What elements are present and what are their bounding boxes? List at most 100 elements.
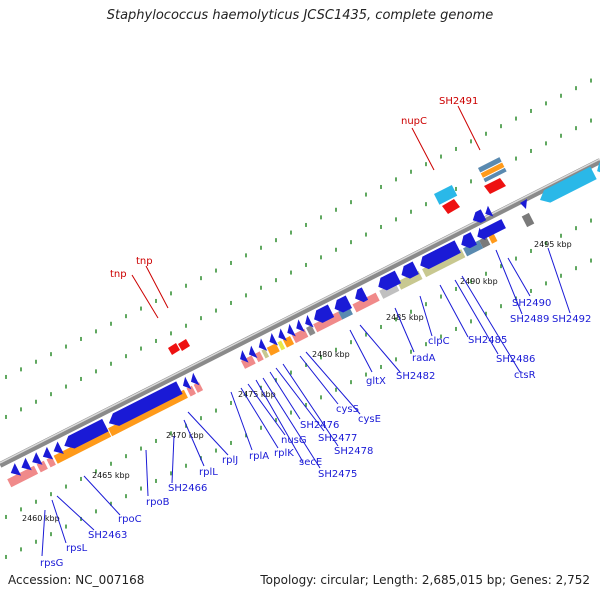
- gene-orange: [266, 343, 280, 356]
- scale-label: 2460 kbp: [22, 514, 60, 523]
- gene-blue: [278, 328, 287, 341]
- gene-blue: [258, 338, 268, 351]
- gene-blue: [296, 319, 305, 332]
- gene-blue: [401, 261, 419, 279]
- feature-red-arrow: [168, 343, 180, 355]
- genome-backbone-highlight: [0, 158, 600, 464]
- genome-backbone: [0, 158, 600, 468]
- leader-line: [411, 127, 435, 171]
- gene-salmon: [7, 465, 39, 488]
- gene-label: SH2475: [318, 469, 357, 480]
- gene-label: SH2466: [168, 483, 207, 494]
- gene-label: gltX: [366, 376, 386, 387]
- leader-line: [145, 265, 169, 309]
- gene-steel: [338, 306, 353, 320]
- gene-orange: [108, 389, 188, 437]
- gene-salmon: [291, 328, 309, 344]
- gene-leader-lines: [41, 247, 571, 557]
- gene-blue: [21, 457, 32, 471]
- gene-label: cysE: [358, 414, 381, 425]
- feature-band: [7, 227, 498, 488]
- gene-label: SH2477: [318, 433, 357, 444]
- gene-label: clpC: [428, 336, 450, 347]
- gene-blue: [190, 372, 200, 386]
- gene-blue: [10, 463, 22, 476]
- gene-blue: [355, 287, 369, 303]
- red-label: SH2491: [439, 96, 478, 107]
- gene-label: rplL: [199, 467, 218, 478]
- gene-blue: [248, 345, 258, 359]
- gene-blue: [240, 350, 249, 363]
- gene-blue: [420, 240, 461, 270]
- gene-salmon: [352, 292, 380, 313]
- gene-salmon: [254, 351, 264, 363]
- gene-label: secE: [299, 457, 322, 468]
- gene-label: radA: [412, 353, 436, 364]
- gene-blue: [32, 452, 43, 465]
- gene-salmon: [313, 311, 343, 333]
- gene-gray: [306, 325, 316, 336]
- gene-blue: [461, 232, 477, 249]
- gene-orange: [53, 428, 112, 464]
- gene-steel: [463, 240, 484, 257]
- red-label: nupC: [401, 116, 427, 127]
- gene-label: SH2463: [88, 530, 127, 541]
- gene-blue: [64, 418, 109, 449]
- gene-label: SH2492: [552, 314, 591, 325]
- gene-nupC: [434, 184, 458, 205]
- gene-label: nusG: [281, 435, 307, 446]
- red-label: tnp: [136, 256, 153, 267]
- gene-blue: [287, 323, 296, 337]
- scale-label: 2490 kbp: [460, 277, 498, 286]
- gene-cluster-2490: [472, 205, 506, 239]
- gene-blue: [182, 376, 192, 390]
- gene-label: rpoC: [118, 514, 142, 525]
- gene-label: SH2482: [396, 371, 435, 382]
- gene-label: rplJ: [222, 455, 238, 466]
- gene-blue: [53, 441, 64, 454]
- gene-salmon: [46, 456, 56, 468]
- gene-label: rpoB: [146, 497, 170, 508]
- gene-label: SH2478: [334, 446, 373, 457]
- gene-cluster-cyan: [540, 162, 600, 203]
- gene-SH2491: [478, 157, 507, 183]
- gene-blue: [42, 446, 54, 460]
- gene-label: rplA: [249, 451, 269, 462]
- gene-gray: [379, 282, 400, 299]
- gene-salmon: [193, 382, 204, 393]
- leader-line: [131, 274, 159, 319]
- tick-tracks: [5, 78, 592, 559]
- gene-label: rpsG: [40, 558, 63, 569]
- gene-olive: [397, 270, 423, 290]
- gene-label: SH2490: [512, 298, 551, 309]
- scale-label: 2465 kbp: [92, 471, 130, 480]
- gene-label: SH2489: [510, 314, 549, 325]
- gene-gray: [521, 212, 535, 228]
- accession-label: Accession: NC_007168: [8, 573, 145, 587]
- gene-label: SH2476: [300, 420, 339, 431]
- gene-olive: [261, 348, 270, 359]
- scale-label: 2480 kbp: [312, 350, 350, 359]
- feature-red-arrow: [442, 199, 460, 214]
- scale-label: 2485 kbp: [386, 313, 424, 322]
- gene-blue: [269, 332, 278, 346]
- gene-yellow: [277, 340, 286, 351]
- gene-blue: [305, 314, 314, 328]
- feature-red-arrow: [178, 339, 190, 351]
- gene-label: SH2486: [496, 354, 535, 365]
- gene-blue: [108, 381, 183, 426]
- genome-summary: Topology: circular; Length: 2,685,015 bp…: [260, 573, 590, 587]
- scale-label: 2495 kbp: [534, 240, 572, 249]
- gene-salmon: [186, 385, 196, 397]
- gene-blue: [378, 270, 402, 291]
- gene-label: rplK: [274, 448, 294, 459]
- leader-line: [457, 105, 481, 151]
- gene-blue: [520, 199, 527, 209]
- gene-blue: [314, 304, 335, 323]
- scale-label: 2470 kbp: [166, 431, 204, 440]
- gene-label: SH2485: [468, 335, 507, 346]
- gene-label: rpsL: [66, 543, 88, 554]
- gene-blue: [334, 295, 353, 313]
- gene-gray: [479, 236, 491, 249]
